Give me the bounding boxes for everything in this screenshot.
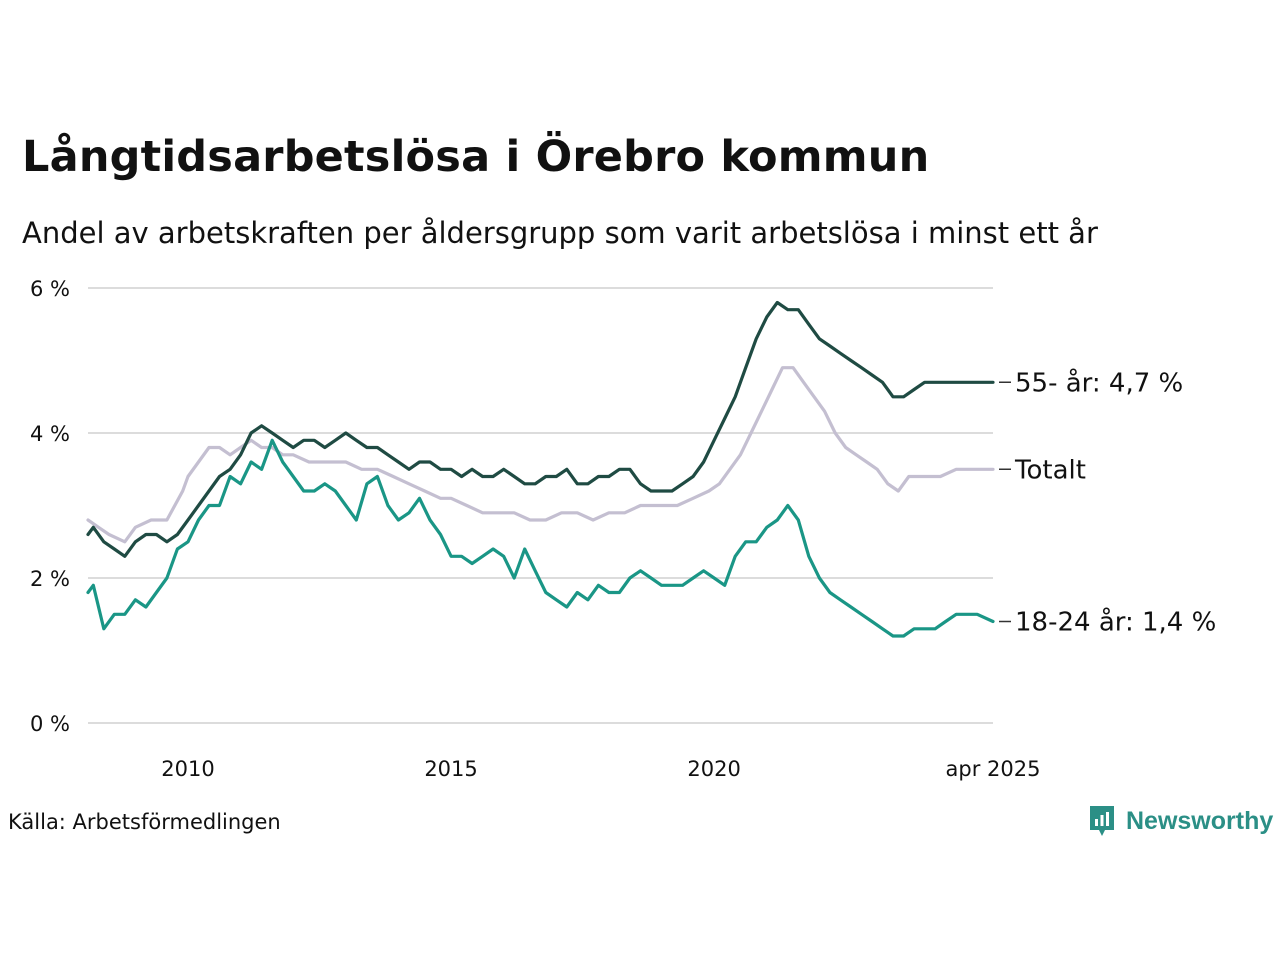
end-label-total: Totalt [1014, 455, 1086, 485]
x-tick-label: 2010 [161, 757, 214, 781]
x-tick-label: 2015 [424, 757, 477, 781]
x-axis-ticks: 2010 2015 2020 apr 2025 [161, 757, 1040, 781]
y-tick-label: 0 % [30, 712, 70, 736]
x-tick-label: apr 2025 [946, 757, 1041, 781]
line-chart: 0 % 2 % 4 % 6 % 2010 2015 2020 apr 2025 Totalt… [30, 277, 1216, 781]
y-axis-ticks: 0 % 2 % 4 % 6 % [30, 277, 70, 736]
series-end-labels: Totalt 55- år: 4,7 % 18-24 år: 1,4 % [999, 367, 1216, 638]
series-line-55 [86, 300, 995, 558]
newsworthy-logo-icon [1090, 806, 1114, 836]
grid-lines [88, 287, 993, 724]
series-line-18-24 [86, 438, 995, 638]
chart-title: Långtidsarbetslösa i Örebro kommun [22, 132, 930, 182]
end-label-18-24: 18-24 år: 1,4 % [1015, 607, 1216, 638]
source-note: Källa: Arbetsförmedlingen [8, 810, 281, 834]
brand-logo: Newsworthy [1088, 804, 1273, 838]
brand-name: Newsworthy [1126, 806, 1274, 835]
x-tick-label: 2020 [687, 757, 740, 781]
end-label-55: 55- år: 4,7 % [1015, 367, 1183, 398]
series-lines [86, 300, 995, 638]
y-tick-label: 2 % [30, 567, 70, 591]
y-tick-label: 6 % [30, 277, 70, 301]
chart-subtitle: Andel av arbetskraften per åldersgrupp s… [22, 216, 1098, 250]
y-tick-label: 4 % [30, 422, 70, 446]
series-line-total [86, 366, 995, 544]
